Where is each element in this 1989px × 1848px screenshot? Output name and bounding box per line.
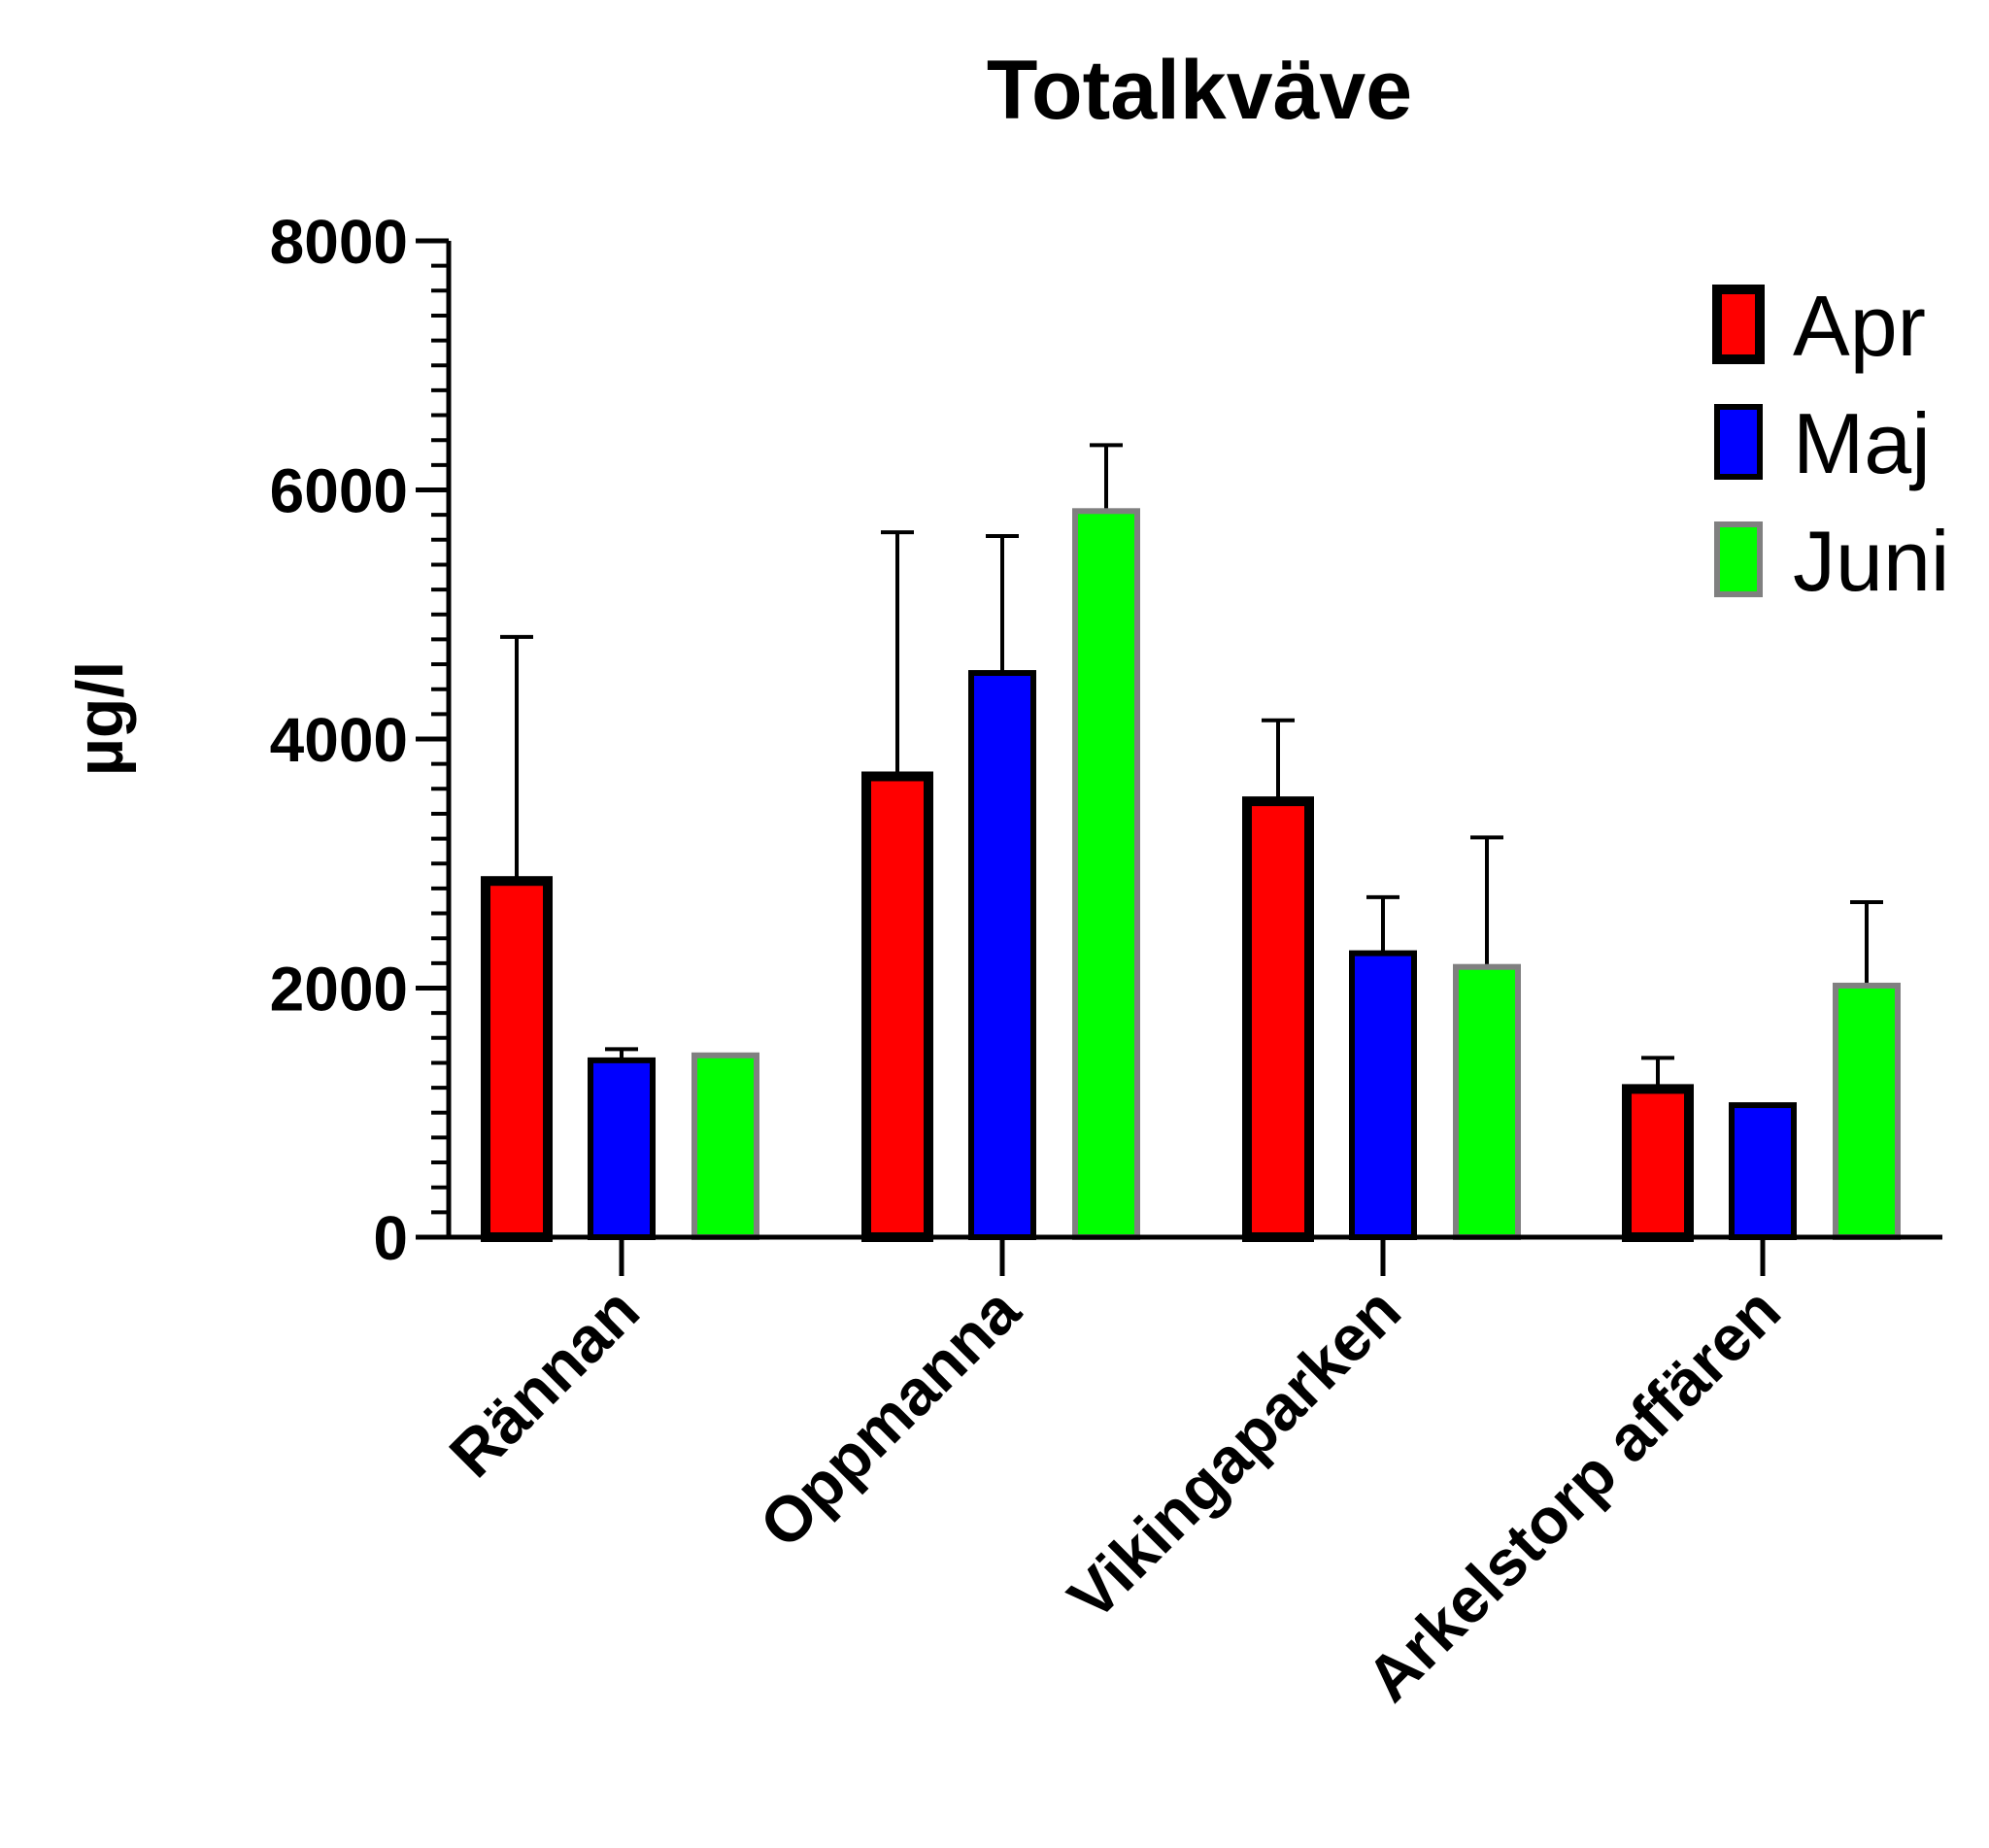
legend-swatch-juni [1714, 521, 1763, 597]
x-tick-label: Arkelstorp affären [1353, 1274, 1794, 1715]
legend-label-juni: Juni [1793, 513, 1949, 609]
bar-apr [1622, 1084, 1694, 1242]
bar-juni [1833, 982, 1901, 1240]
x-tick-label: Vikingaparken [1054, 1274, 1414, 1634]
bar-maj [588, 1057, 656, 1241]
bar-maj [968, 670, 1036, 1240]
legend-label-apr: Apr [1793, 278, 1926, 374]
bar-juni [691, 1052, 759, 1240]
bar-maj [1349, 950, 1417, 1241]
x-tick-label: Rännan [435, 1274, 652, 1491]
bar-juni [1072, 508, 1140, 1240]
y-tick-label: 6000 [270, 456, 408, 526]
legend-swatch-maj [1714, 404, 1763, 480]
y-tick-label: 4000 [270, 705, 408, 775]
bar-apr [481, 876, 553, 1243]
legend-label-maj: Maj [1793, 395, 1931, 491]
y-tick-label: 8000 [270, 207, 408, 277]
x-tick-label: Oppmanna [746, 1273, 1034, 1562]
y-tick-label: 0 [373, 1203, 408, 1273]
legend: Apr Maj Juni [1712, 278, 1949, 609]
bar-apr [861, 771, 933, 1242]
plot-area: 0 2000 4000 6000 8000 Rännan Oppmanna Vikingapa… [270, 207, 1942, 1715]
bar-juni [1453, 963, 1521, 1240]
bar-apr [1242, 796, 1314, 1242]
legend-swatch-apr [1712, 285, 1765, 364]
bar-maj [1729, 1102, 1797, 1241]
chart-title: Totalkväve [987, 44, 1412, 137]
y-axis-label: µg/l [63, 661, 137, 777]
y-tick-label: 2000 [270, 955, 408, 1025]
